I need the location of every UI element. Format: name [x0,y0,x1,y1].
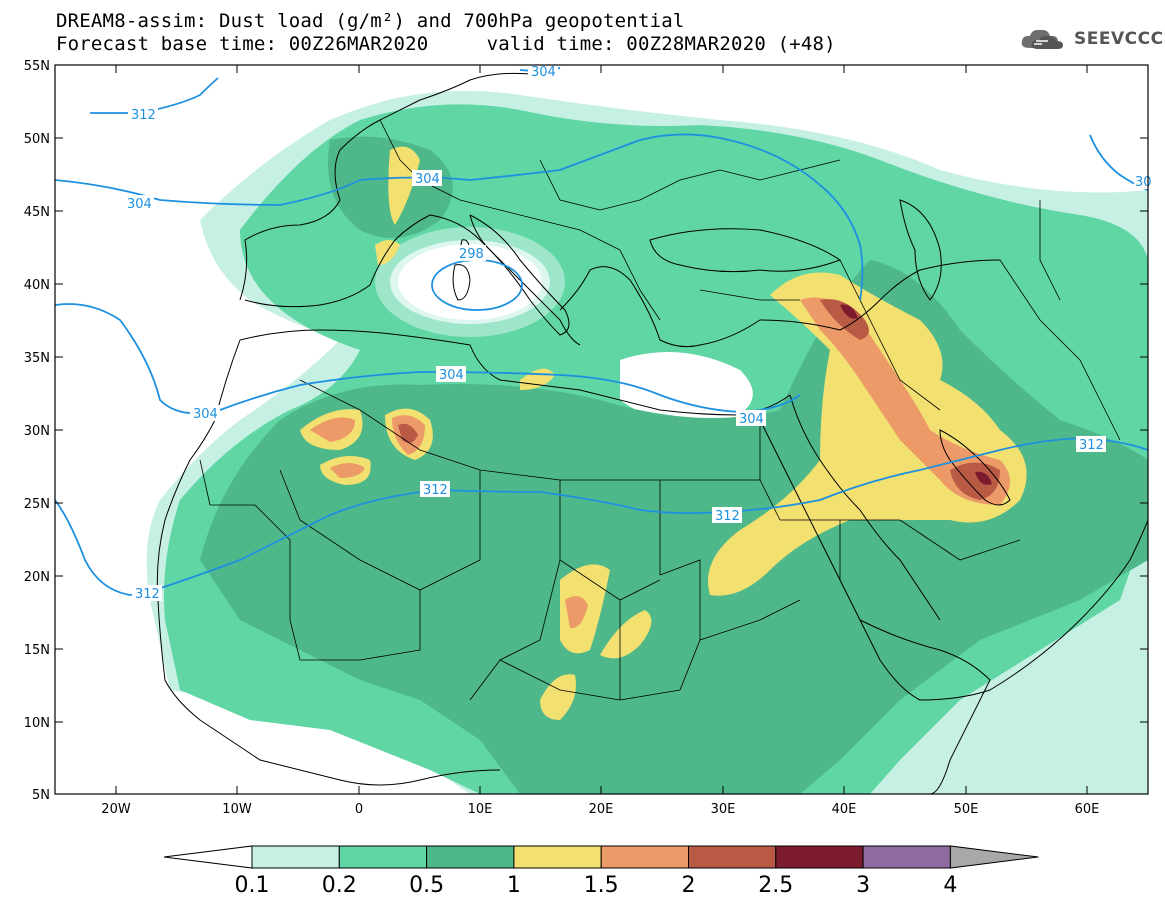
longitude-axis [115,65,1088,794]
contour-label: 304 [531,65,556,80]
contour-label: 312 [1079,438,1104,453]
lon-label: 40E [832,802,857,817]
lat-label: 40N [24,278,50,293]
lat-label: 50N [24,132,50,147]
contour-label: 304 [193,407,218,422]
contour-label: 304 [127,197,152,212]
contour-label: 304 [415,172,440,187]
dust-band-2 [820,299,869,340]
colorbar-swatch [426,845,515,869]
lat-label: 35N [24,351,50,366]
contour-label: 312 [131,108,156,123]
lat-label: 20N [24,570,50,585]
lat-label: 30N [24,424,50,439]
colorbar-over-triangle [949,845,1039,869]
seevccc-logo: SEEVCCC [1018,26,1164,52]
map-subtitle: Forecast base time: 00Z26MAR2020 valid t… [56,33,836,55]
colorbar-label: 1.5 [584,873,619,898]
dust-field [55,65,1148,794]
lat-label: 15N [24,643,50,658]
lon-label: 30E [711,802,736,817]
colorbar-swatch [251,845,340,869]
contour-label: 298 [459,247,484,262]
lat-label: 55N [24,59,50,74]
latitude-axis [55,64,1148,795]
coastlines-and-borders [156,72,1148,794]
contour-label: 304 [439,368,464,383]
contour-label: 312 [715,509,740,524]
colorbar-label: 4 [943,873,957,898]
colorbar-label: 0.2 [322,873,357,898]
logo-text: SEEVCCC [1074,29,1164,49]
geopotential-contours [55,67,1148,596]
lat-label: 25N [24,497,50,512]
colorbar-labels: 0.1 0.2 0.5 1 1.5 2 2.5 3 4 [235,873,958,898]
colorbar-label: 2 [682,873,696,898]
colorbar-label: 2.5 [758,873,793,898]
colorbar-swatch [862,845,951,869]
contour-label: 312 [423,483,448,498]
colorbar-label: 0.1 [235,873,270,898]
dust-band-2.5 [840,304,858,319]
dust-band-1.5 [800,297,1010,505]
lon-label: 20W [101,802,131,817]
lat-label: 45N [24,205,50,220]
lon-label: 10E [468,802,493,817]
colorbar-label: 1 [507,873,521,898]
lon-label: 20E [589,802,614,817]
contour-label: 30 [1135,175,1152,190]
lon-label: 50E [954,802,979,817]
cloud-icon [1021,29,1063,49]
contour-label: 312 [135,587,160,602]
colorbar-swatch [775,845,864,869]
contour-label: 304 [739,412,764,427]
lat-label: 5N [32,788,50,803]
colorbar [163,845,1039,869]
lat-label: 10N [24,716,50,731]
colorbar-swatch [338,845,428,869]
map-title: DREAM8-assim: Dust load (g/m²) and 700hP… [56,10,685,32]
lon-label: 10W [222,802,252,817]
coastline [239,72,541,301]
colorbar-label: 0.5 [409,873,444,898]
lon-label: 60E [1075,802,1100,817]
colorbar-under-triangle [163,845,253,869]
lon-label: 0 [355,802,363,817]
contour-label-group: 304 312 304 304 298 304 304 304 312 312 … [124,63,1152,602]
dust-band-1 [708,272,1027,596]
colorbar-swatch [600,845,690,869]
colorbar-label: 3 [856,873,870,898]
colorbar-swatch [513,845,602,869]
colorbar-swatch [688,845,777,869]
